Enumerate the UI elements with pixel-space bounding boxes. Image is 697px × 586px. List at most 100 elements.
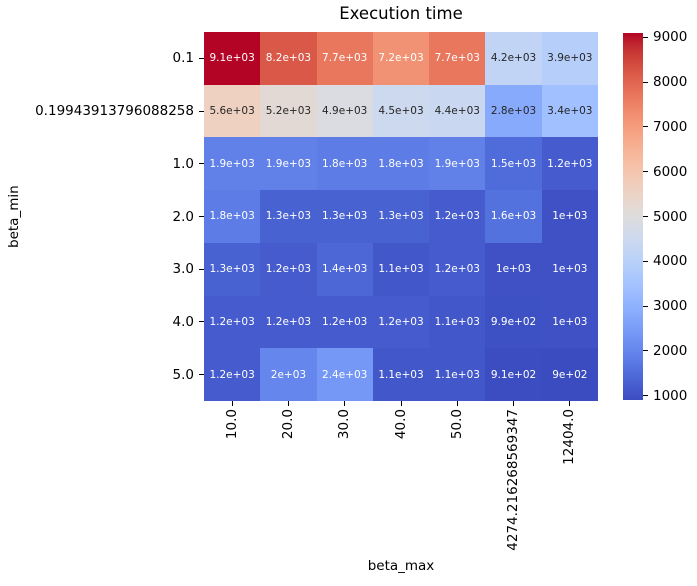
- cell-annotation: 7.2e+03: [378, 52, 424, 65]
- cell-annotation: 1.1e+03: [378, 368, 424, 381]
- colorbar-tick-mark: [643, 305, 648, 307]
- heatmap-cell: 1.9e+03: [429, 137, 486, 191]
- heatmap-cell: 7.7e+03: [429, 32, 486, 85]
- y-tick-mark: [199, 321, 204, 323]
- colorbar-tick-mark: [643, 350, 648, 352]
- colorbar: [623, 33, 643, 400]
- cell-annotation: 1.2e+03: [322, 315, 368, 328]
- heatmap-cell: 9.1e+02: [485, 348, 542, 401]
- cell-annotation: 2.4e+03: [322, 368, 368, 381]
- cell-annotation: 1.9e+03: [434, 157, 480, 170]
- heatmap-cell: 1.1e+03: [372, 242, 430, 296]
- cell-annotation: 1.2e+03: [265, 315, 312, 328]
- y-tick-mark: [199, 110, 204, 112]
- cell-annotation: 1.1e+03: [378, 263, 424, 276]
- x-tick-mark: [344, 401, 346, 406]
- y-tick-mark: [199, 374, 204, 376]
- heatmap-cell: 1.1e+03: [429, 295, 486, 349]
- cell-annotation: 1.2e+03: [209, 368, 255, 381]
- heatmap-cell: 1.2e+03: [372, 295, 430, 349]
- cell-annotation: 1.3e+03: [378, 210, 424, 223]
- y-tick-label: 0.19943913796088258: [35, 103, 194, 120]
- heatmap-cell: 1.2e+03: [429, 242, 486, 296]
- heatmap-cell: 4.9e+03: [316, 84, 373, 138]
- cell-annotation: 9.1e+03: [209, 52, 255, 65]
- x-tick-label: 4274.216268569347: [505, 409, 522, 551]
- x-tick-label: 12404.0: [561, 409, 578, 465]
- colorbar-tick-mark: [643, 126, 648, 128]
- heatmap-cell: 1e+03: [541, 295, 598, 349]
- heatmap-cell: 1.8e+03: [372, 137, 430, 191]
- cell-annotation: 4.2e+03: [490, 52, 537, 65]
- y-tick-label: 2.0: [172, 208, 194, 225]
- cell-annotation: 1e+03: [552, 263, 588, 276]
- cell-annotation: 1.8e+03: [378, 157, 424, 170]
- heatmap-cell: 5.6e+03: [204, 84, 261, 138]
- y-tick-mark: [199, 163, 204, 165]
- heatmap-cell: 1.1e+03: [429, 348, 486, 401]
- cell-annotation: 1.1e+03: [434, 315, 480, 328]
- heatmap-cell: 8.2e+03: [260, 32, 317, 85]
- heatmap-cell: 1.8e+03: [316, 137, 373, 191]
- heatmap-cell: 3.4e+03: [541, 84, 598, 138]
- colorbar-tick-label: 6000: [653, 163, 688, 180]
- cell-annotation: 1.6e+03: [490, 210, 537, 223]
- x-tick-label: 50.0: [448, 409, 465, 440]
- chart-title: Execution time: [339, 4, 463, 23]
- y-tick-mark: [199, 216, 204, 217]
- cell-annotation: 3.9e+03: [547, 52, 593, 65]
- cell-annotation: 1.2e+03: [265, 263, 312, 276]
- x-tick-mark: [400, 401, 402, 406]
- heatmap-cell: 4.4e+03: [429, 84, 486, 138]
- heatmap-cell: 1e+03: [541, 242, 598, 296]
- heatmap-cell: 1.2e+03: [316, 295, 373, 349]
- heatmap-cell: 1.2e+03: [204, 348, 261, 401]
- cell-annotation: 1.3e+03: [322, 210, 368, 223]
- heatmap-cell: 1.3e+03: [204, 242, 261, 296]
- cell-annotation: 1.2e+03: [209, 315, 255, 328]
- colorbar-tick-mark: [643, 260, 648, 262]
- heatmap-cell: 1.3e+03: [260, 190, 317, 243]
- cell-annotation: 1e+03: [552, 210, 588, 223]
- y-tick-label: 0.1: [172, 50, 194, 67]
- x-tick-mark: [287, 401, 289, 406]
- heatmap-cell: 1.5e+03: [485, 137, 542, 191]
- cell-annotation: 1.8e+03: [209, 210, 255, 223]
- colorbar-tick-label: 1000: [653, 387, 688, 404]
- cell-annotation: 4.9e+03: [322, 105, 368, 118]
- colorbar-tick-label: 7000: [653, 118, 688, 135]
- heatmap-grid: 9.1e+03 8.2e+03 7.7e+03 7.2e+03 7.7e+03 4.2e+…: [204, 32, 598, 401]
- x-tick-label: 10.0: [223, 409, 240, 440]
- heatmap-cell: 1.9e+03: [260, 137, 317, 191]
- heatmap-cell: 3.9e+03: [541, 32, 598, 85]
- heatmap-cell: 5.2e+03: [260, 84, 317, 138]
- heatmap-cell: 1.2e+03: [429, 190, 486, 243]
- cell-annotation: 1.3e+03: [265, 210, 312, 223]
- heatmap-cell: 7.7e+03: [316, 32, 373, 85]
- heatmap-cell: 4.5e+03: [372, 84, 430, 138]
- y-tick-label: 4.0: [172, 313, 194, 330]
- heatmap-cell: 1.6e+03: [485, 190, 542, 243]
- y-tick-mark: [199, 57, 204, 59]
- heatmap-cell: 2.4e+03: [316, 348, 373, 401]
- colorbar-tick-label: 3000: [653, 298, 688, 314]
- x-tick-mark: [513, 401, 515, 406]
- heatmap-cell: 9e+02: [541, 348, 598, 401]
- heatmap-cell: 1.1e+03: [372, 348, 430, 401]
- colorbar-tick-label: 4000: [653, 253, 688, 270]
- colorbar-tick-label: 9000: [653, 29, 688, 46]
- colorbar-tick-mark: [643, 216, 648, 217]
- x-axis-label: beta_max: [367, 558, 435, 574]
- heatmap-cell: 9.9e+02: [485, 295, 542, 349]
- colorbar-tick-mark: [643, 81, 648, 83]
- heatmap-cell: 1.2e+03: [541, 137, 598, 191]
- colorbar-tick-mark: [643, 395, 648, 397]
- cell-annotation: 1.3e+03: [209, 263, 255, 276]
- heatmap-cell: 2e+03: [260, 348, 317, 401]
- heatmap-cell: 1.3e+03: [316, 190, 373, 243]
- x-tick-mark: [569, 401, 571, 406]
- heatmap-cell: 1.2e+03: [260, 295, 317, 349]
- y-tick-label: 1.0: [172, 155, 194, 172]
- heatmap-cell: 1.2e+03: [260, 242, 317, 296]
